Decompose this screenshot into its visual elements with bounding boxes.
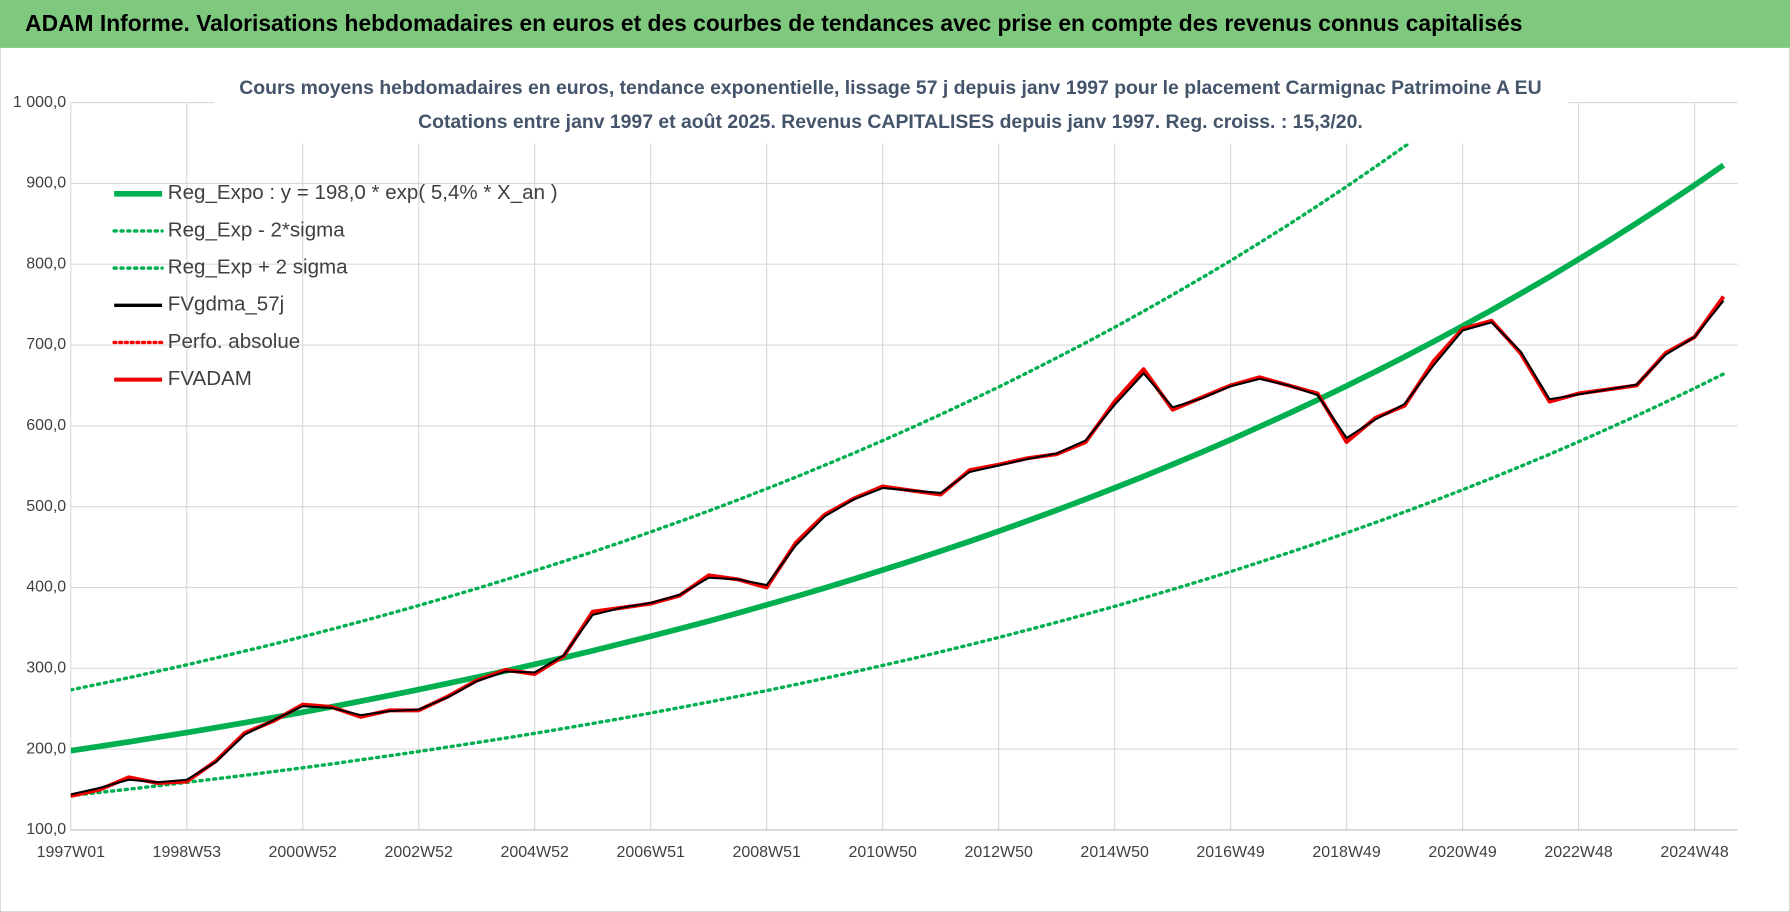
chart-subtitle: Cotations entre janv 1997 et août 2025. … (418, 111, 1363, 133)
y-tick-label: 100,0 (26, 821, 66, 838)
legend-label: FVADAM (168, 367, 252, 390)
y-tick-label: 500,0 (26, 498, 66, 515)
series-line (70, 372, 1726, 798)
y-tick-label: 400,0 (26, 579, 66, 596)
x-tick-label: 2010W50 (848, 844, 917, 861)
x-tick-label: 2004W52 (501, 844, 570, 861)
legend-label: Reg_Exp - 2*sigma (168, 218, 345, 241)
header-title: ADAM Informe. Valorisations hebdomadaire… (25, 10, 1522, 36)
x-tick-label: 2020W49 (1428, 844, 1497, 861)
chart-title: Cours moyens hebdomadaires en euros, ten… (239, 77, 1541, 99)
x-tick-label: 2014W50 (1080, 844, 1149, 861)
y-tick-label: 800,0 (26, 255, 66, 272)
x-tick-label: 2016W49 (1196, 844, 1265, 861)
x-tick-label: 2002W52 (385, 844, 454, 861)
x-tick-label: 2018W49 (1312, 844, 1381, 861)
x-tick-label: 1998W53 (153, 844, 222, 861)
y-tick-label: 200,0 (26, 740, 66, 757)
x-tick-label: 1997W01 (37, 844, 106, 861)
x-tick-label: 2012W50 (964, 844, 1033, 861)
y-tick-label: 600,0 (26, 417, 66, 434)
y-tick-label: 700,0 (26, 336, 66, 353)
legend-label: Perfo. absolue (168, 330, 300, 353)
x-tick-label: 2022W48 (1544, 844, 1613, 861)
x-tick-label: 2024W48 (1660, 844, 1729, 861)
x-tick-label: 2008W51 (732, 844, 801, 861)
header-bar (0, 0, 1790, 48)
legend-label: Reg_Expo : y = 198,0 * exp( 5,4% * X_an … (168, 181, 558, 204)
x-tick-label: 2000W52 (269, 844, 338, 861)
series-line (70, 162, 1726, 754)
y-tick-label: 900,0 (26, 175, 66, 192)
title-box (214, 72, 1569, 144)
x-tick-label: 2006W51 (616, 844, 685, 861)
legend-label: FVgdma_57j (168, 293, 284, 316)
y-tick-label: 300,0 (26, 660, 66, 677)
y-tick-label: 1 000,0 (13, 94, 66, 111)
legend-label: Reg_Exp + 2 sigma (168, 256, 348, 279)
series-line (70, 299, 1725, 796)
